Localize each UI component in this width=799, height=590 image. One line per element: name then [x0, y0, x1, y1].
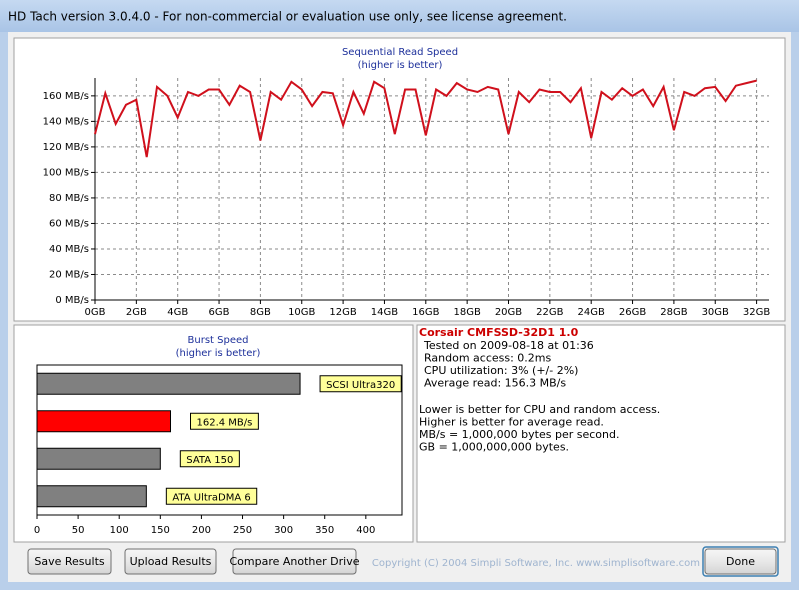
x-tick-label: 100	[110, 525, 129, 536]
x-tick-label: 2GB	[126, 307, 147, 318]
x-tick-label: 6GB	[209, 307, 230, 318]
info-note: MB/s = 1,000,000 bytes per second.	[419, 428, 619, 441]
bar-label: 162.4 MB/s	[197, 417, 253, 428]
info-panel	[416, 324, 786, 543]
bar-label: SCSI Ultra320	[326, 380, 395, 391]
x-tick-label: 30GB	[702, 307, 729, 318]
x-tick-label: 20GB	[495, 307, 522, 318]
bar-label-box	[179, 450, 240, 468]
x-tick-label: 26GB	[619, 307, 646, 318]
chart-subtitle: (higher is better)	[358, 60, 443, 71]
title-bar	[0, 0, 799, 32]
x-tick-label: 50	[72, 525, 85, 536]
x-tick-label: 28GB	[660, 307, 687, 318]
button-label[interactable]: Done	[726, 555, 755, 568]
x-tick-label: 150	[151, 525, 170, 536]
y-tick-label: 140 MB/s	[43, 116, 89, 127]
x-tick-label: 300	[274, 525, 293, 536]
read-speed-line	[94, 79, 757, 158]
bar-label-box	[190, 412, 259, 430]
button-label[interactable]: Compare Another Drive	[229, 555, 359, 568]
x-tick-label: 16GB	[412, 307, 439, 318]
bar-label: SATA 150	[186, 455, 233, 466]
bar	[36, 372, 301, 395]
copyright: Copyright (C) 2004 Simpli Software, Inc.…	[372, 558, 700, 569]
window-title: HD Tach version 3.0.4.0 - For non-commer…	[8, 10, 567, 24]
info-detail: Random access: 0.2ms	[424, 352, 552, 365]
info-detail: Average read: 156.3 MB/s	[424, 377, 566, 390]
button[interactable]	[232, 548, 357, 575]
y-tick-label: 60 MB/s	[49, 218, 89, 229]
bar	[36, 447, 161, 470]
x-tick-label: 10GB	[288, 307, 315, 318]
button-focus	[702, 546, 779, 577]
drive-name: Corsair CMFSSD-32D1 1.0	[419, 326, 579, 339]
x-tick-label: 0	[34, 525, 40, 536]
x-tick-label: 0GB	[85, 307, 106, 318]
x-tick-label: 200	[192, 525, 211, 536]
x-tick-label: 250	[233, 525, 252, 536]
info-detail: CPU utilization: 3% (+/- 2%)	[424, 364, 578, 377]
y-tick-label: 160 MB/s	[43, 91, 89, 102]
x-tick-label: 24GB	[578, 307, 605, 318]
chart-subtitle: (higher is better)	[176, 348, 261, 359]
chart-title: Sequential Read Speed	[342, 47, 458, 58]
bar-label-box	[165, 487, 258, 505]
bar-label: ATA UltraDMA 6	[172, 492, 250, 503]
button[interactable]	[27, 548, 112, 575]
button[interactable]	[704, 548, 777, 575]
y-tick-label: 80 MB/s	[49, 193, 89, 204]
x-tick-label: 18GB	[453, 307, 480, 318]
x-tick-label: 32GB	[743, 307, 770, 318]
x-tick-label: 400	[356, 525, 375, 536]
plot-frame	[36, 364, 403, 516]
bar	[36, 410, 172, 433]
info-note: Lower is better for CPU and random acces…	[419, 403, 660, 416]
y-tick-label: 100 MB/s	[43, 167, 89, 178]
bar-label-box	[319, 375, 402, 393]
info-note: Higher is better for average read.	[419, 416, 604, 429]
x-tick-label: 22GB	[536, 307, 563, 318]
y-tick-label: 120 MB/s	[43, 142, 89, 153]
y-tick-label: 40 MB/s	[49, 244, 89, 255]
info-note: GB = 1,000,000,000 bytes.	[419, 441, 569, 454]
chart-title: Burst Speed	[188, 335, 249, 346]
button-label[interactable]: Save Results	[34, 555, 104, 568]
x-tick-label: 8GB	[250, 307, 271, 318]
bar	[36, 485, 147, 508]
y-tick-label: 0 MB/s	[55, 295, 89, 306]
button[interactable]	[124, 548, 217, 575]
y-tick-label: 20 MB/s	[49, 269, 89, 280]
x-tick-label: 4GB	[167, 307, 188, 318]
info-detail: Tested on 2009-08-18 at 01:36	[423, 339, 594, 352]
read-panel	[13, 37, 786, 322]
button-label[interactable]: Upload Results	[130, 555, 212, 568]
x-tick-label: 350	[315, 525, 334, 536]
x-tick-label: 12GB	[329, 307, 356, 318]
x-tick-label: 14GB	[371, 307, 398, 318]
